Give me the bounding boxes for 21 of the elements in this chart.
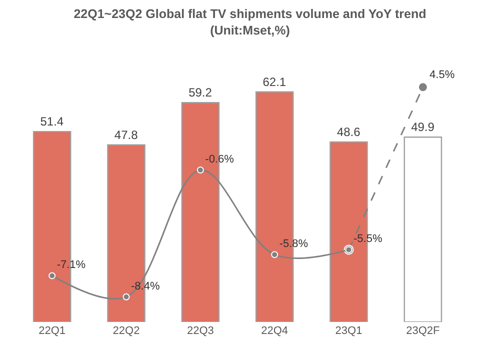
point bbox=[48, 272, 56, 280]
data-label: 62.1 bbox=[262, 74, 286, 89]
x-tick-label: 23Q2F bbox=[406, 325, 440, 337]
data-label: 51.4 bbox=[40, 114, 64, 129]
chart-subtitle: (Unit:Mset,%) bbox=[210, 23, 290, 38]
point bbox=[418, 82, 428, 92]
data-label: 48.6 bbox=[336, 124, 361, 139]
point bbox=[122, 293, 130, 300]
point bbox=[271, 251, 278, 258]
point bbox=[196, 166, 204, 174]
data-label: 49.9 bbox=[411, 120, 435, 134]
x-tick-label: 22Q2 bbox=[112, 325, 140, 337]
data-label: 47.8 bbox=[114, 128, 138, 142]
x-tick-label: 22Q3 bbox=[186, 325, 214, 337]
bar bbox=[404, 136, 442, 322]
x-tick-label: 23Q1 bbox=[335, 325, 362, 337]
x-tick-label: 22Q1 bbox=[38, 325, 66, 337]
data-label: 4.5% bbox=[430, 68, 455, 81]
data-label: 59.2 bbox=[188, 86, 212, 100]
x-tick-label: 22Q4 bbox=[261, 325, 288, 337]
chart-title: 22Q1~23Q2 Global flat TV shipments volume and YoY trend bbox=[74, 7, 426, 22]
